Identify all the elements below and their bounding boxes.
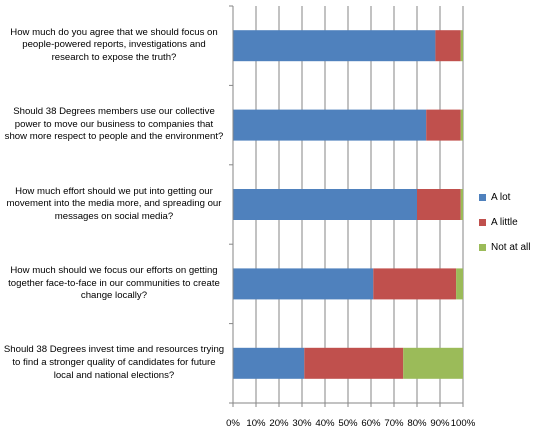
category-label: How much do you agree that we should foc… xyxy=(10,26,218,63)
bar-segment-not-at-all xyxy=(460,189,463,220)
legend: A lot A little Not at all xyxy=(479,191,530,266)
legend-swatch-not-at-all xyxy=(479,243,486,251)
bar-segment-not-at-all xyxy=(456,268,463,300)
bar-segment-a-lot xyxy=(233,30,436,62)
bar-segment-a-lot xyxy=(233,347,305,379)
bar-segment-not-at-all xyxy=(460,109,463,141)
legend-swatch-a-little xyxy=(479,218,486,226)
x-tick-label: 70% xyxy=(384,418,404,429)
category-label: Should 38 Degrees members use our collec… xyxy=(4,106,224,143)
category-label: How much effort should we put into getti… xyxy=(6,185,222,222)
bar-segment-a-little xyxy=(426,109,461,141)
x-tick-label: 80% xyxy=(407,418,427,429)
legend-item-a-little: A little xyxy=(479,216,530,228)
bar-segment-a-little xyxy=(435,30,461,62)
legend-item-a-lot: A lot xyxy=(479,191,530,203)
bar-segment-a-little xyxy=(373,268,457,300)
bar-segment-not-at-all xyxy=(460,30,463,62)
x-tick-label: 10% xyxy=(246,418,266,429)
bars xyxy=(233,30,463,379)
x-tick-label: 20% xyxy=(269,418,289,429)
bar-segment-a-lot xyxy=(233,109,427,141)
category-label: Should 38 Degrees invest time and resour… xyxy=(3,344,225,381)
bar-segment-a-lot xyxy=(233,268,374,300)
legend-label-a-little: A little xyxy=(491,216,518,228)
x-tick-label: 60% xyxy=(361,418,381,429)
bar-segment-a-lot xyxy=(233,189,417,220)
legend-item-not-at-all: Not at all xyxy=(479,241,530,253)
x-tick-label: 30% xyxy=(292,418,312,429)
category-label: How much should we focus our efforts on … xyxy=(8,265,220,302)
bar-segment-not-at-all xyxy=(403,347,463,379)
x-tick-label: 90% xyxy=(430,418,450,429)
bar-segment-a-little xyxy=(304,347,404,379)
x-tick-labels: 0% 10% 20% 30% 40% 50% 60% 70% 80% 90% 100% xyxy=(226,418,476,429)
x-tick-label: 40% xyxy=(315,418,335,429)
axes xyxy=(229,5,464,407)
legend-label-not-at-all: Not at all xyxy=(491,241,531,253)
legend-swatch-a-lot xyxy=(479,193,486,201)
bar-segment-a-little xyxy=(417,189,461,220)
legend-label-a-lot: A lot xyxy=(491,191,511,203)
x-tick-label: 50% xyxy=(338,418,358,429)
x-tick-label: 100% xyxy=(451,418,476,429)
x-tick-label: 0% xyxy=(226,418,240,429)
